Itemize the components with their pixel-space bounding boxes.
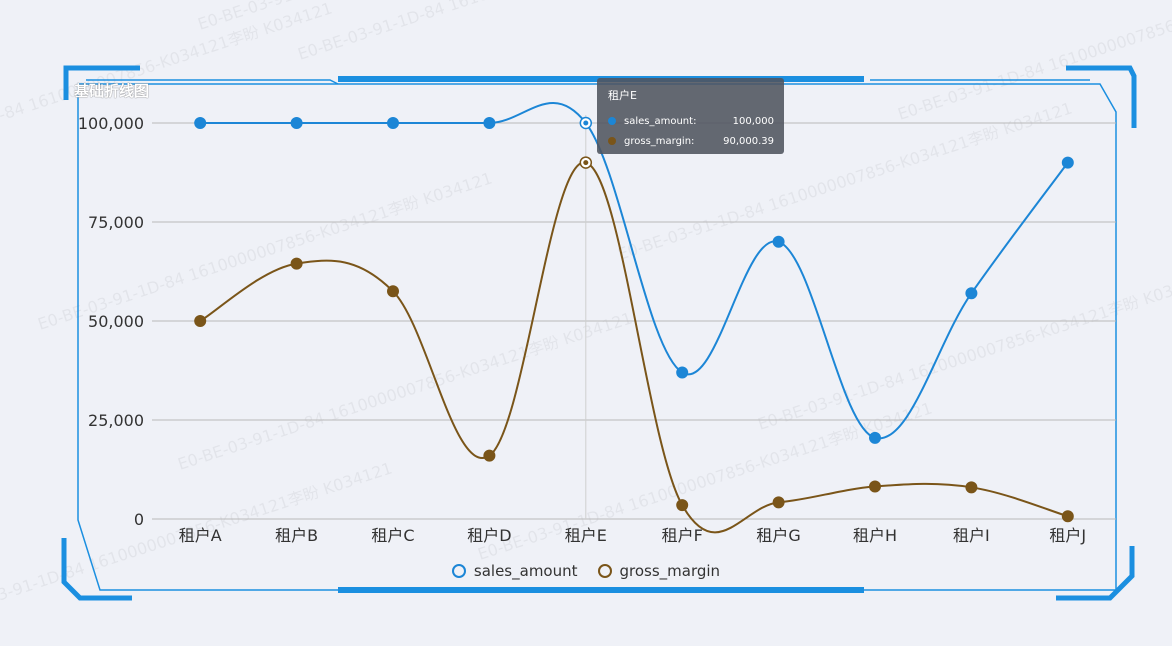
- data-point: [483, 117, 496, 129]
- data-point: [869, 480, 881, 493]
- tooltip-dot-margin: [608, 137, 616, 145]
- data-point: [194, 315, 207, 327]
- tooltip-row-margin: gross_margin: 90,000.39: [608, 131, 774, 151]
- legend-label-sales-amount: sales_amount: [473, 562, 578, 580]
- y-tick-label: 0: [134, 510, 144, 529]
- legend-item-gross-margin[interactable]: gross_margin: [597, 562, 721, 580]
- panel-title: 基础折线图: [74, 82, 150, 100]
- legend-label-gross-margin: gross_margin: [619, 562, 721, 580]
- tooltip-name-margin: gross_margin:: [624, 135, 695, 147]
- data-point: [387, 285, 399, 298]
- x-axis: 租户A 租户B 租户C 租户D 租户E 租户F 租户G 租户H 租户I 租户J: [179, 526, 1086, 545]
- series-line-gross-margin: [199, 161, 1069, 534]
- data-point: [772, 496, 785, 509]
- data-point: [676, 366, 689, 379]
- data-point-highlight-core: [583, 160, 589, 166]
- data-point: [1061, 510, 1074, 523]
- chart-tooltip: 租户E sales_amount: 100,000 gross_margin: …: [597, 78, 784, 154]
- legend-circle-icon: [597, 564, 612, 578]
- grid-lines: [152, 122, 1116, 520]
- x-tick-label: 租户B: [275, 526, 318, 545]
- watermark-text: E0-BE-03-91-1D-84 1610000007856-K034121李…: [0, 0, 335, 164]
- data-point: [194, 117, 207, 129]
- x-tick-label: 租户F: [662, 526, 703, 545]
- data-point: [965, 481, 978, 494]
- tooltip-value-sales: 100,000: [732, 115, 774, 127]
- x-tick-label: 租户A: [179, 526, 222, 545]
- tooltip-title: 租户E: [608, 89, 637, 102]
- data-point: [1061, 156, 1074, 169]
- watermark-text: E0-BE-03-91-1D-84 1610000007856-K034121李…: [175, 308, 634, 473]
- y-tick-label: 100,000: [78, 114, 144, 133]
- data-point: [965, 287, 978, 300]
- y-axis: 0 25,000 50,000 75,000 100,000: [78, 114, 144, 529]
- data-point: [772, 235, 785, 248]
- data-point: [387, 117, 399, 129]
- x-tick-label: 租户H: [853, 526, 897, 545]
- y-tick-label: 25,000: [88, 411, 144, 430]
- chart-legend: sales_amount gross_margin: [0, 560, 1172, 582]
- watermark-text: E0-BE-03-91-1D-84 1610000007856-K034121李…: [35, 168, 494, 333]
- data-point-highlight-core: [583, 120, 589, 126]
- tooltip-row-sales: sales_amount: 100,000: [608, 111, 774, 131]
- x-tick-label: 租户I: [953, 526, 990, 545]
- x-tick-label: 租户G: [756, 526, 800, 545]
- watermark-text: E0-BE-03-91-1D-84 1610000007856-K034121李…: [755, 268, 1172, 433]
- legend-circle-icon: [451, 564, 466, 578]
- data-point: [483, 449, 496, 462]
- watermark-text: E0-BE-03-91-1D-84 1610000007856-K034121李…: [895, 0, 1172, 124]
- legend-item-sales-amount[interactable]: sales_amount: [451, 562, 578, 580]
- x-tick-label: 租户E: [565, 526, 607, 545]
- series-layer: [194, 102, 1074, 534]
- data-point: [290, 257, 303, 270]
- tooltip-dot-sales: [608, 117, 616, 125]
- watermark-text: E0-BE-03-91-1D-84 1610000007856-K034121李…: [295, 0, 754, 64]
- x-tick-label: 租户D: [467, 526, 511, 545]
- tooltip-value-margin: 90,000.39: [723, 135, 774, 147]
- y-tick-label: 75,000: [88, 213, 144, 232]
- tooltip-name-sales: sales_amount:: [624, 115, 697, 127]
- data-point: [290, 117, 303, 129]
- x-tick-label: 租户J: [1049, 526, 1086, 545]
- data-point: [869, 431, 881, 444]
- x-tick-label: 租户C: [371, 526, 414, 545]
- data-point: [676, 499, 689, 512]
- y-tick-label: 50,000: [88, 312, 144, 331]
